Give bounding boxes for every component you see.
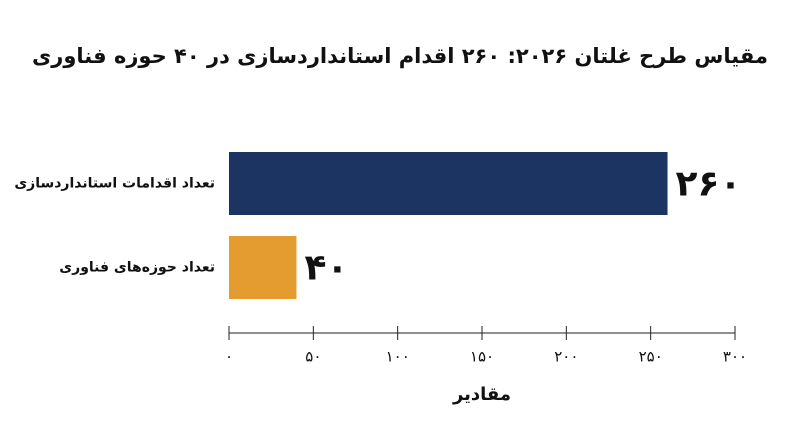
x-tick-label: ۵۰ <box>305 348 321 366</box>
bar <box>229 152 668 215</box>
x-tick-label: ۱۵۰ <box>470 348 494 366</box>
x-tick-label: ۱۰۰ <box>386 348 410 366</box>
value-label: ۲۶۰ <box>676 164 742 205</box>
y-tick-label: تعداد اقدامات استانداردسازی <box>14 176 215 192</box>
value-label: ۴۰ <box>304 248 348 289</box>
x-tick-label: ۳۰۰ <box>723 348 747 366</box>
x-axis-label: مقادیر <box>452 384 511 405</box>
x-tick-label: ۲۰۰ <box>554 348 578 366</box>
x-tick-label: ۲۵۰ <box>639 348 663 366</box>
x-tick-label: ۰ <box>225 348 233 366</box>
y-tick-label: تعداد حوزه‌های فناوری <box>59 260 215 276</box>
chart-title: مقیاس طرح غلتان ۲۰۲۶: ۲۶۰ اقدام استاندار… <box>32 44 768 68</box>
bar <box>229 236 297 299</box>
